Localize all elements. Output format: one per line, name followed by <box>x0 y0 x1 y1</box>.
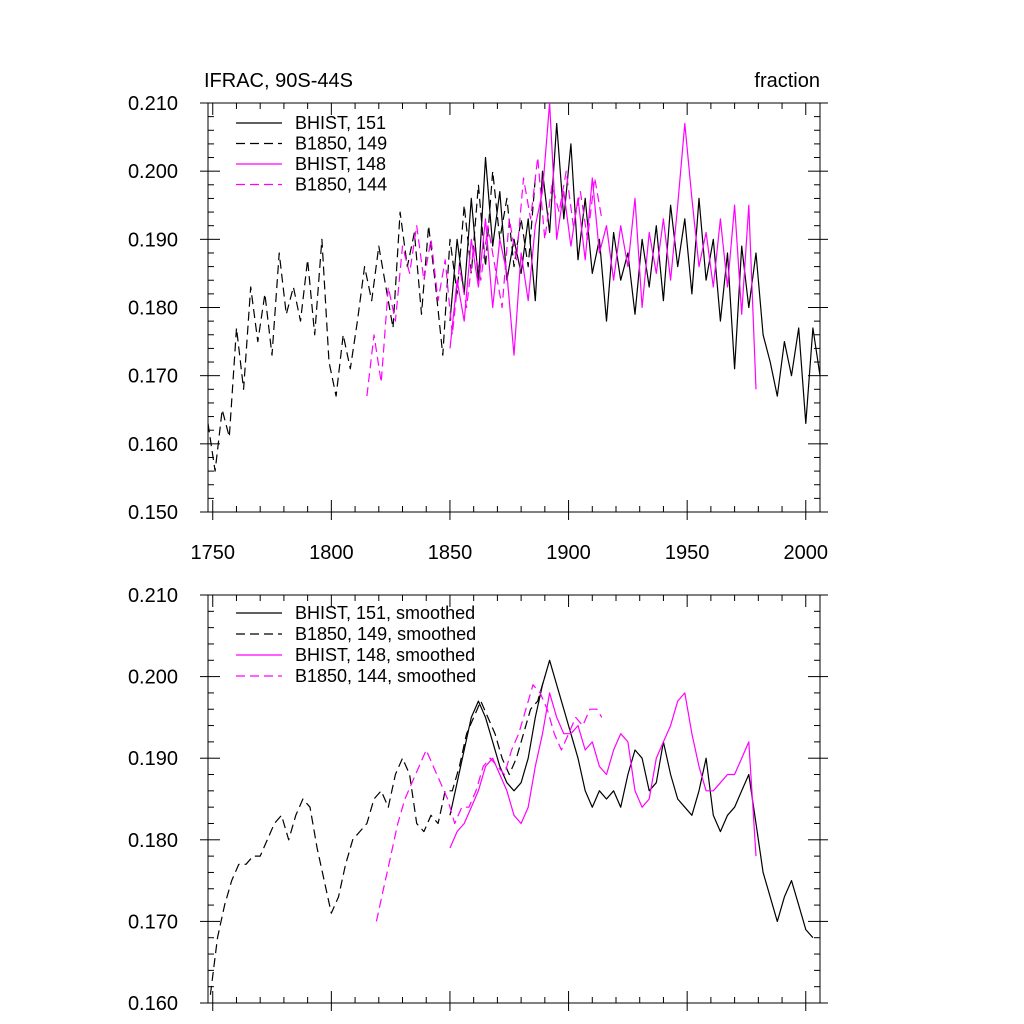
series-line-3 <box>449 103 757 390</box>
y-tick-label: 0.170 <box>128 366 178 388</box>
x-tick-label: 1850 <box>428 542 473 564</box>
legend-label: BHIST, 151, smoothed <box>295 603 475 623</box>
legend-label: BHIST, 148, smoothed <box>295 645 475 665</box>
series-line-3 <box>449 692 757 857</box>
x-tick-label: 1750 <box>190 542 235 564</box>
legend-label: B1850, 144, smoothed <box>295 666 476 686</box>
y-tick-label: 0.190 <box>128 229 178 251</box>
chart-title: IFRAC, 90S-44S <box>204 70 353 92</box>
series-line-2 <box>209 676 546 995</box>
x-tick-label: 1800 <box>309 542 354 564</box>
legend-label: B1850, 149 <box>295 134 387 154</box>
series-line-2 <box>208 170 536 472</box>
legend-label: BHIST, 148 <box>295 154 386 174</box>
y-tick-label: 0.210 <box>128 585 178 607</box>
top-panel: 1750 1800 1850 1900 1950 2000 0.150 0.160 0.170 0… <box>128 70 828 564</box>
x-tick-label: 1950 <box>665 542 710 564</box>
series-line-4 <box>375 684 603 922</box>
y-tick-label: 0.180 <box>128 830 178 852</box>
x-tick-label: 1900 <box>546 542 591 564</box>
units-label: fraction <box>754 70 820 92</box>
y-tick-label: 0.180 <box>128 298 178 320</box>
y-tick-label: 0.210 <box>128 93 178 115</box>
legend-label: B1850, 144 <box>295 175 387 195</box>
y-tick-label: 0.160 <box>128 993 178 1015</box>
y-tick-label: 0.200 <box>128 667 178 689</box>
plot-frame <box>207 594 821 1004</box>
series-line-4 <box>366 156 603 397</box>
series-line-1 <box>449 122 820 424</box>
y-tick-label: 0.150 <box>128 502 178 524</box>
y-tick-label: 0.190 <box>128 748 178 770</box>
series-line-1 <box>449 659 814 939</box>
y-tick-label: 0.160 <box>128 434 178 456</box>
legend-label: BHIST, 151 <box>295 113 386 133</box>
bottom-panel: 0.160 0.170 0.180 0.190 0.200 0.210 BHIST, 151… <box>128 585 828 1015</box>
y-tick-label: 0.170 <box>128 911 178 933</box>
y-tick-label: 0.200 <box>128 161 178 183</box>
legend-label: B1850, 149, smoothed <box>295 624 476 644</box>
x-tick-label: 2000 <box>784 542 829 564</box>
